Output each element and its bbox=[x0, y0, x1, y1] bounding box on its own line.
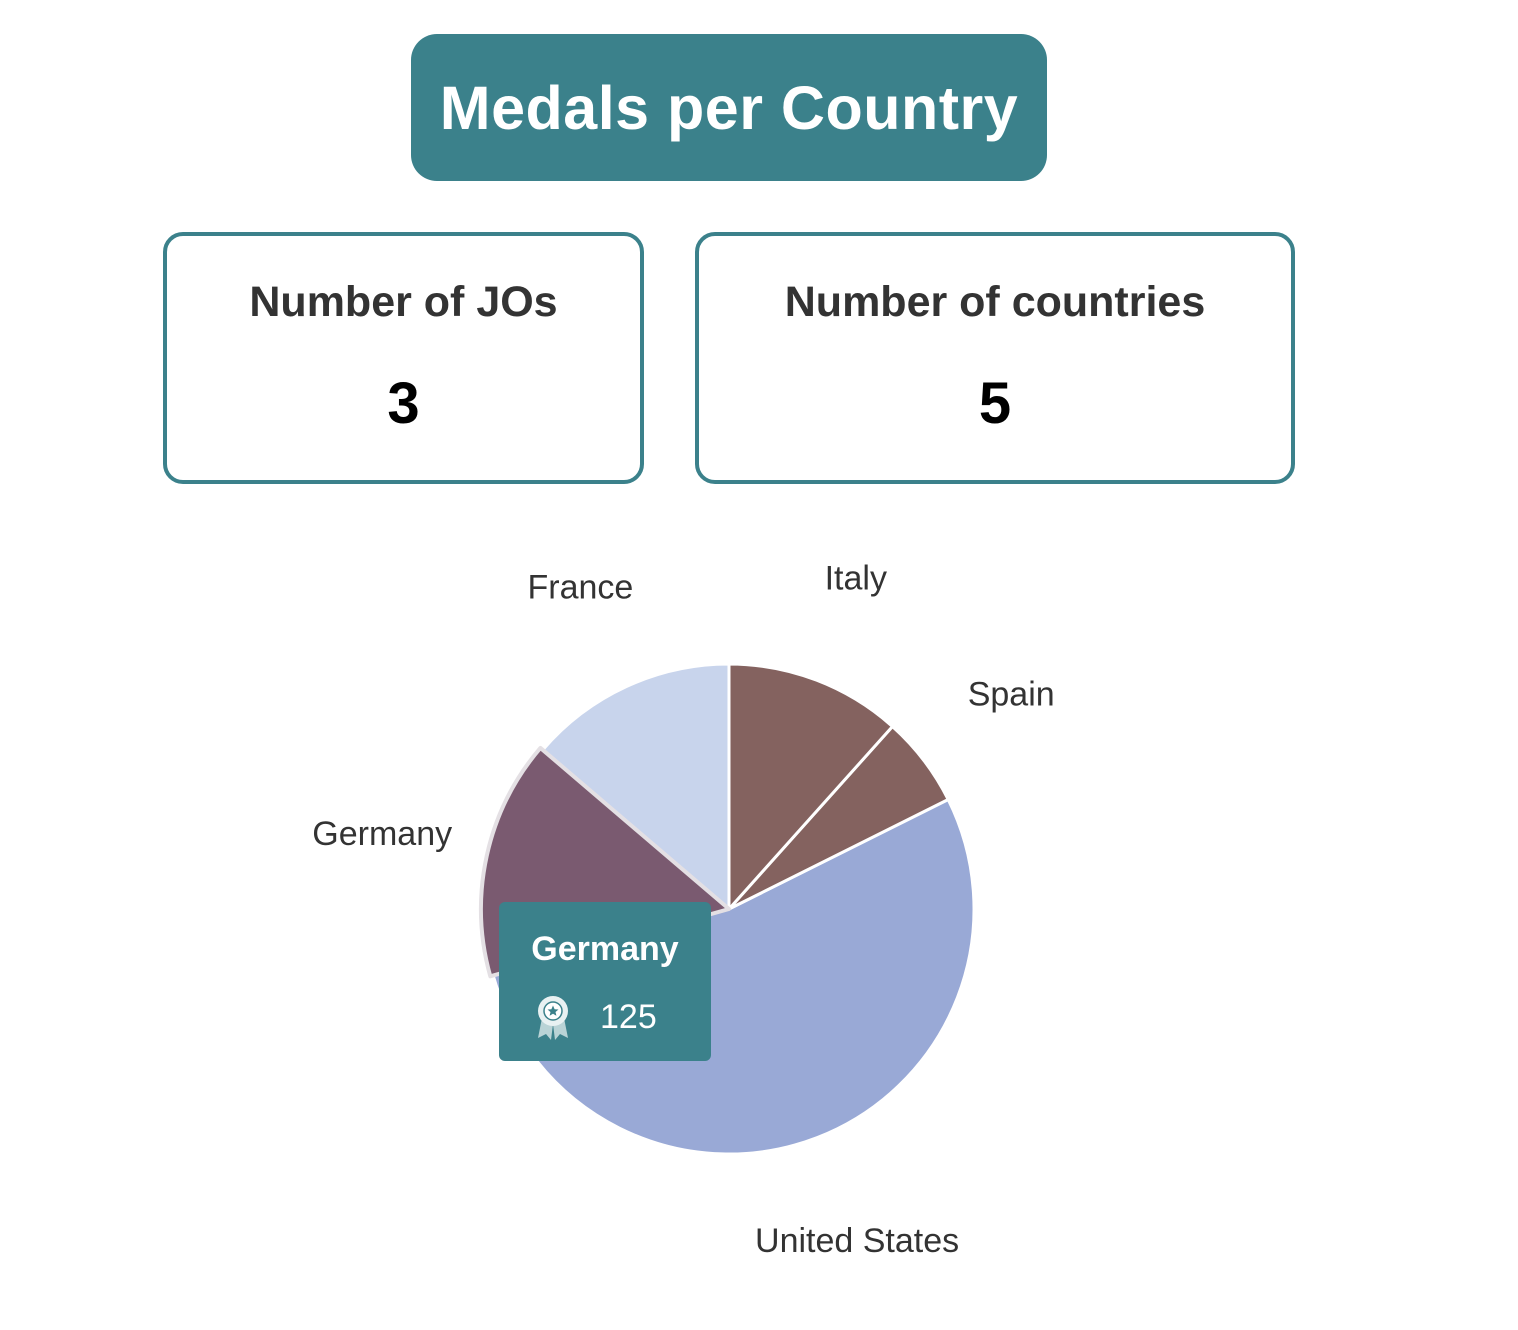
stat-value-countries: 5 bbox=[978, 371, 1012, 436]
page-title: Medals per Country bbox=[439, 73, 1019, 142]
stat-value-jos: 3 bbox=[387, 371, 420, 436]
chart-tooltip: Germany 125 bbox=[499, 902, 711, 1061]
pie-label-france: France bbox=[527, 569, 633, 607]
stat-label-countries: Number of countries bbox=[784, 278, 1206, 326]
pie-label-spain: Spain bbox=[968, 676, 1055, 714]
title-banner: Medals per Country bbox=[411, 34, 1047, 181]
pie-slice-italy[interactable] bbox=[727, 662, 894, 911]
tooltip-value: 125 bbox=[600, 998, 657, 1036]
stat-card-jos: Number of JOs 3 bbox=[163, 232, 644, 484]
pie-label-germany: Germany bbox=[312, 815, 452, 853]
tooltip-title: Germany bbox=[531, 930, 679, 968]
pie-label-united-states: United States bbox=[755, 1222, 959, 1260]
pie-slice-france[interactable] bbox=[541, 662, 731, 911]
stat-card-countries: Number of countries 5 bbox=[695, 232, 1295, 484]
medal-icon bbox=[538, 996, 568, 1040]
stat-label-jos: Number of JOs bbox=[249, 278, 558, 326]
pie-slice-united-states[interactable] bbox=[491, 797, 976, 1156]
pie-label-italy: Italy bbox=[825, 559, 887, 597]
